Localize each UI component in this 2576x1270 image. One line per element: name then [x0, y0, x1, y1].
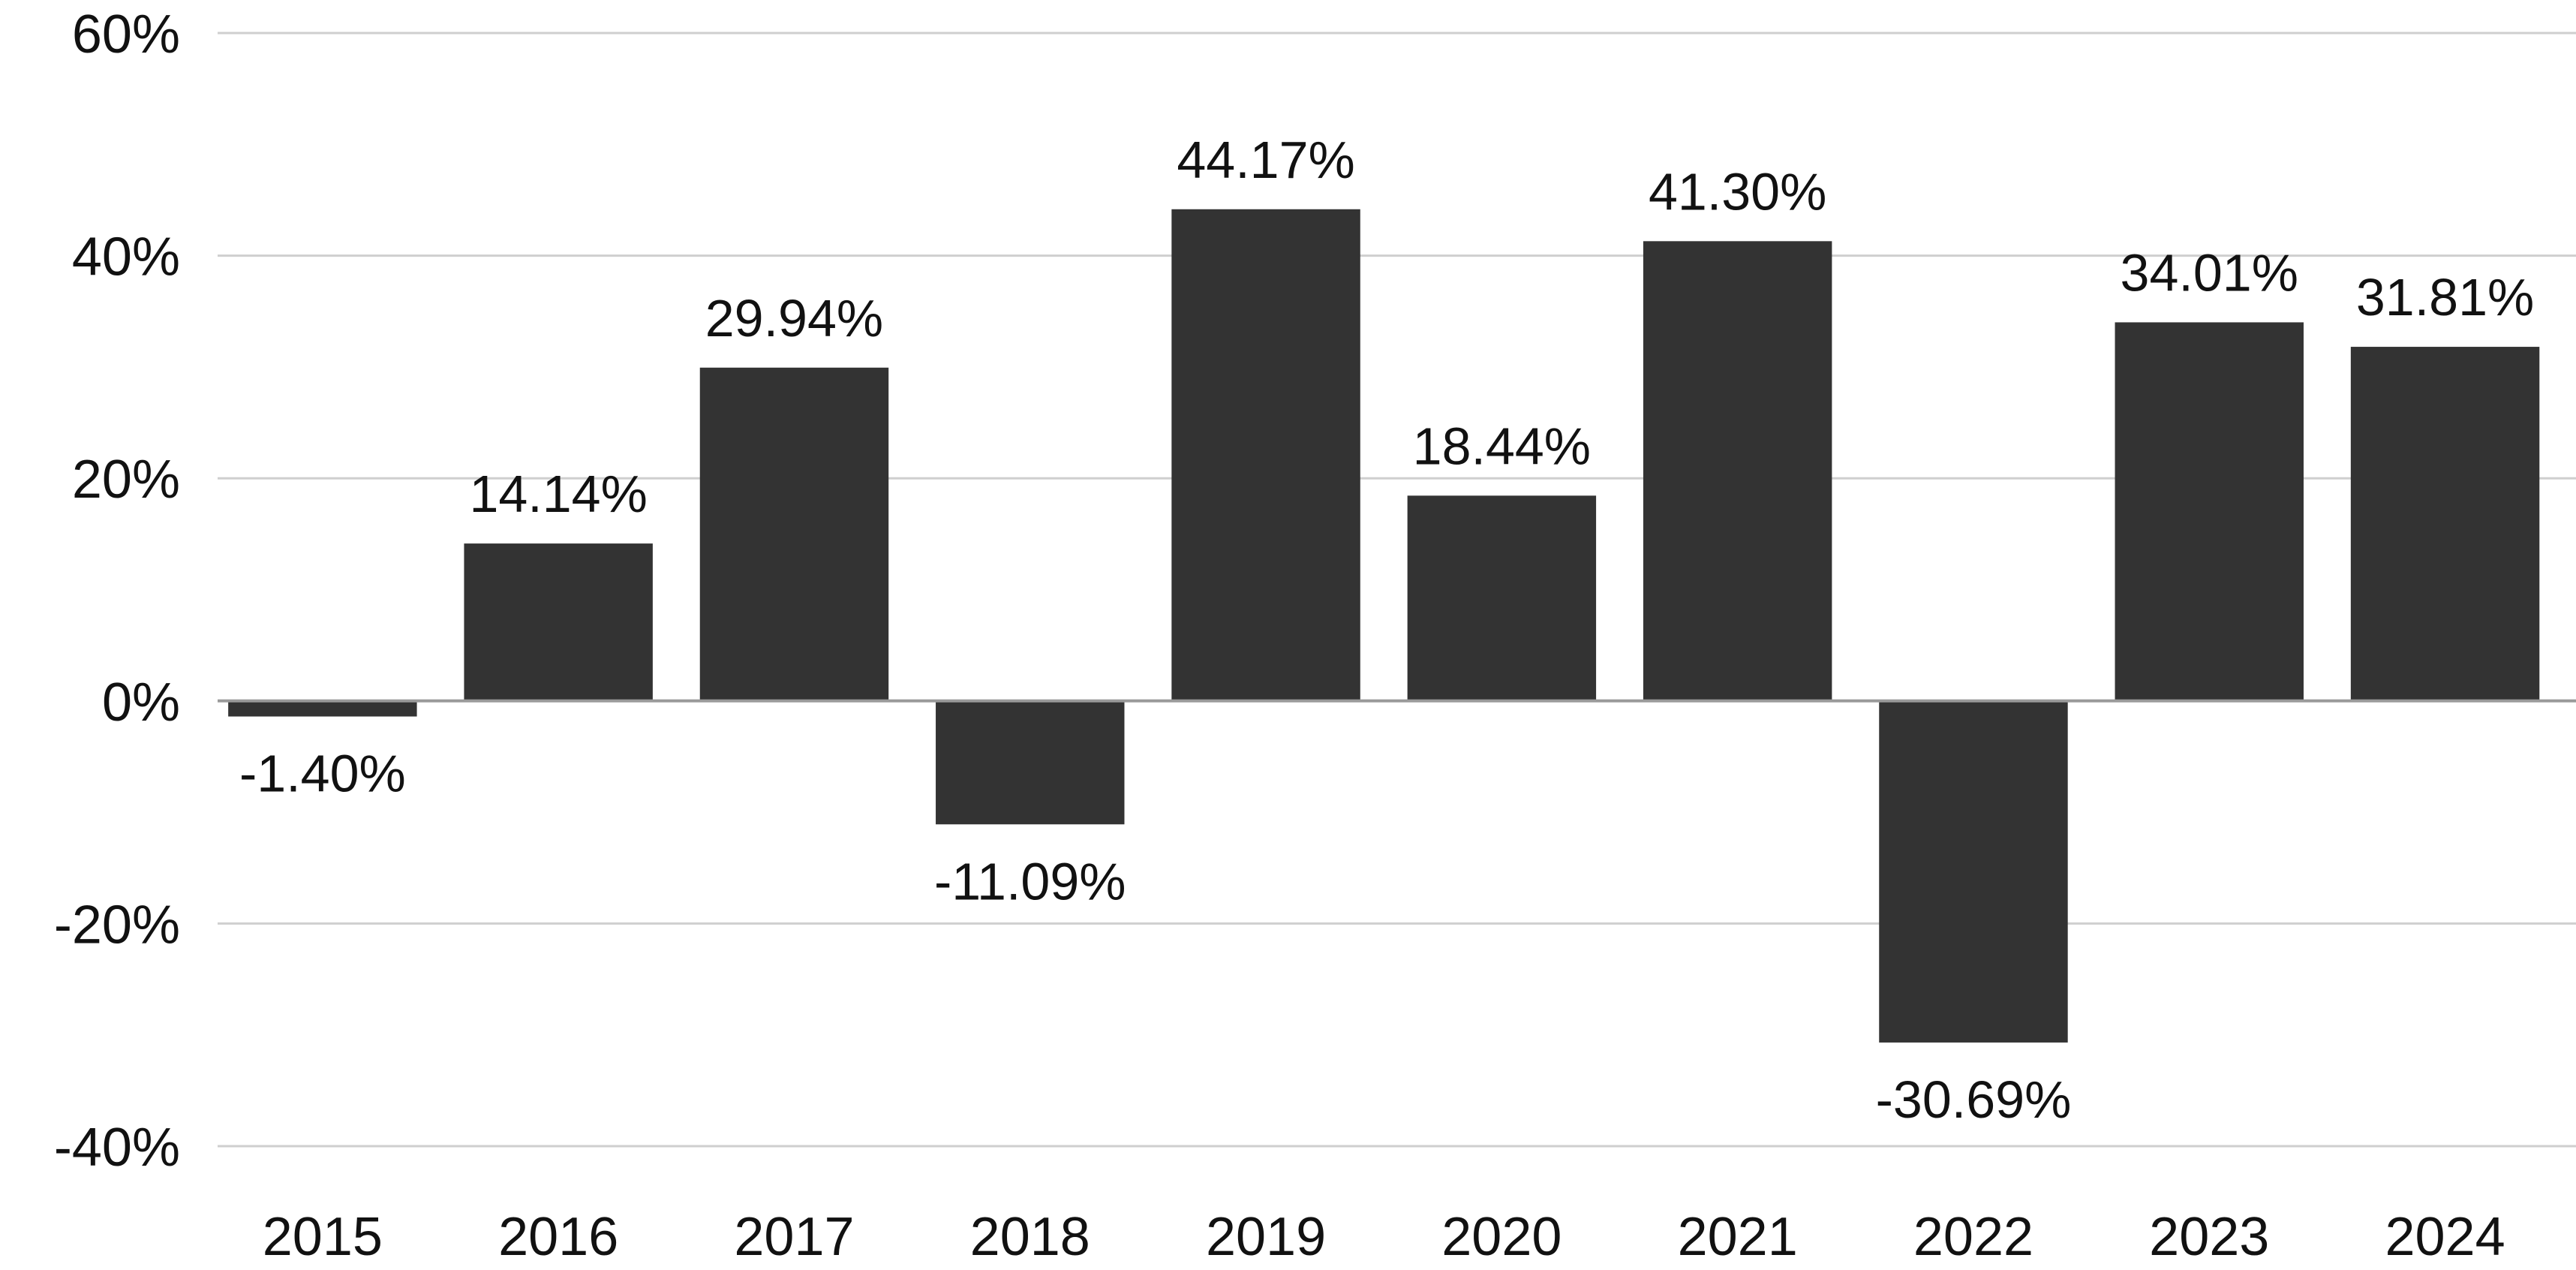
data-label: -11.09% — [934, 852, 1126, 910]
x-tick-label: 2015 — [263, 1207, 383, 1267]
y-tick-label: 40% — [72, 227, 180, 287]
data-label: 29.94% — [705, 289, 883, 348]
data-label: -30.69% — [1876, 1070, 2072, 1129]
data-label: 34.01% — [2121, 243, 2298, 302]
x-tick-label: 2022 — [1913, 1207, 2033, 1267]
bar — [936, 700, 1125, 825]
data-labels: -1.40% 14.14% 29.94% -11.09% 44.17% 18.44% 41.… — [239, 131, 2534, 1129]
x-tick-label: 2017 — [734, 1207, 854, 1267]
y-tick-label: -40% — [54, 1118, 180, 1178]
bar — [2115, 322, 2304, 701]
x-tick-label: 2021 — [1678, 1207, 1798, 1267]
x-tick-label: 2018 — [970, 1207, 1090, 1267]
data-label: 41.30% — [1649, 162, 1826, 221]
y-tick-label: 0% — [102, 673, 180, 733]
bar — [699, 367, 889, 701]
x-tick-label: 2024 — [2385, 1207, 2505, 1267]
y-tick-label: -20% — [54, 895, 180, 955]
x-tick-label: 2020 — [1441, 1207, 1562, 1267]
data-label: 14.14% — [469, 465, 647, 523]
y-axis-ticks: 60% 40% 20% 0% -20% -40% — [54, 5, 180, 1178]
bar — [1407, 495, 1597, 701]
x-tick-label: 2019 — [1206, 1207, 1326, 1267]
x-axis-ticks: 2015 2016 2017 2018 2019 2020 2021 2022 2023 2024 — [263, 1207, 2505, 1267]
bar — [1879, 700, 2068, 1043]
bar — [228, 700, 417, 717]
x-tick-label: 2023 — [2149, 1207, 2269, 1267]
gridlines — [218, 32, 2576, 1148]
y-tick-label: 60% — [72, 5, 180, 65]
bar — [1643, 241, 1832, 701]
bar — [1171, 209, 1360, 701]
data-label: 44.17% — [1177, 131, 1354, 189]
bar — [464, 543, 653, 701]
bar — [2350, 347, 2540, 701]
data-label: 31.81% — [2356, 268, 2534, 327]
bars — [228, 209, 2540, 1043]
data-label: 18.44% — [1413, 417, 1591, 475]
data-label: -1.40% — [239, 745, 406, 803]
x-tick-label: 2016 — [498, 1207, 618, 1267]
y-tick-label: 20% — [72, 450, 180, 510]
